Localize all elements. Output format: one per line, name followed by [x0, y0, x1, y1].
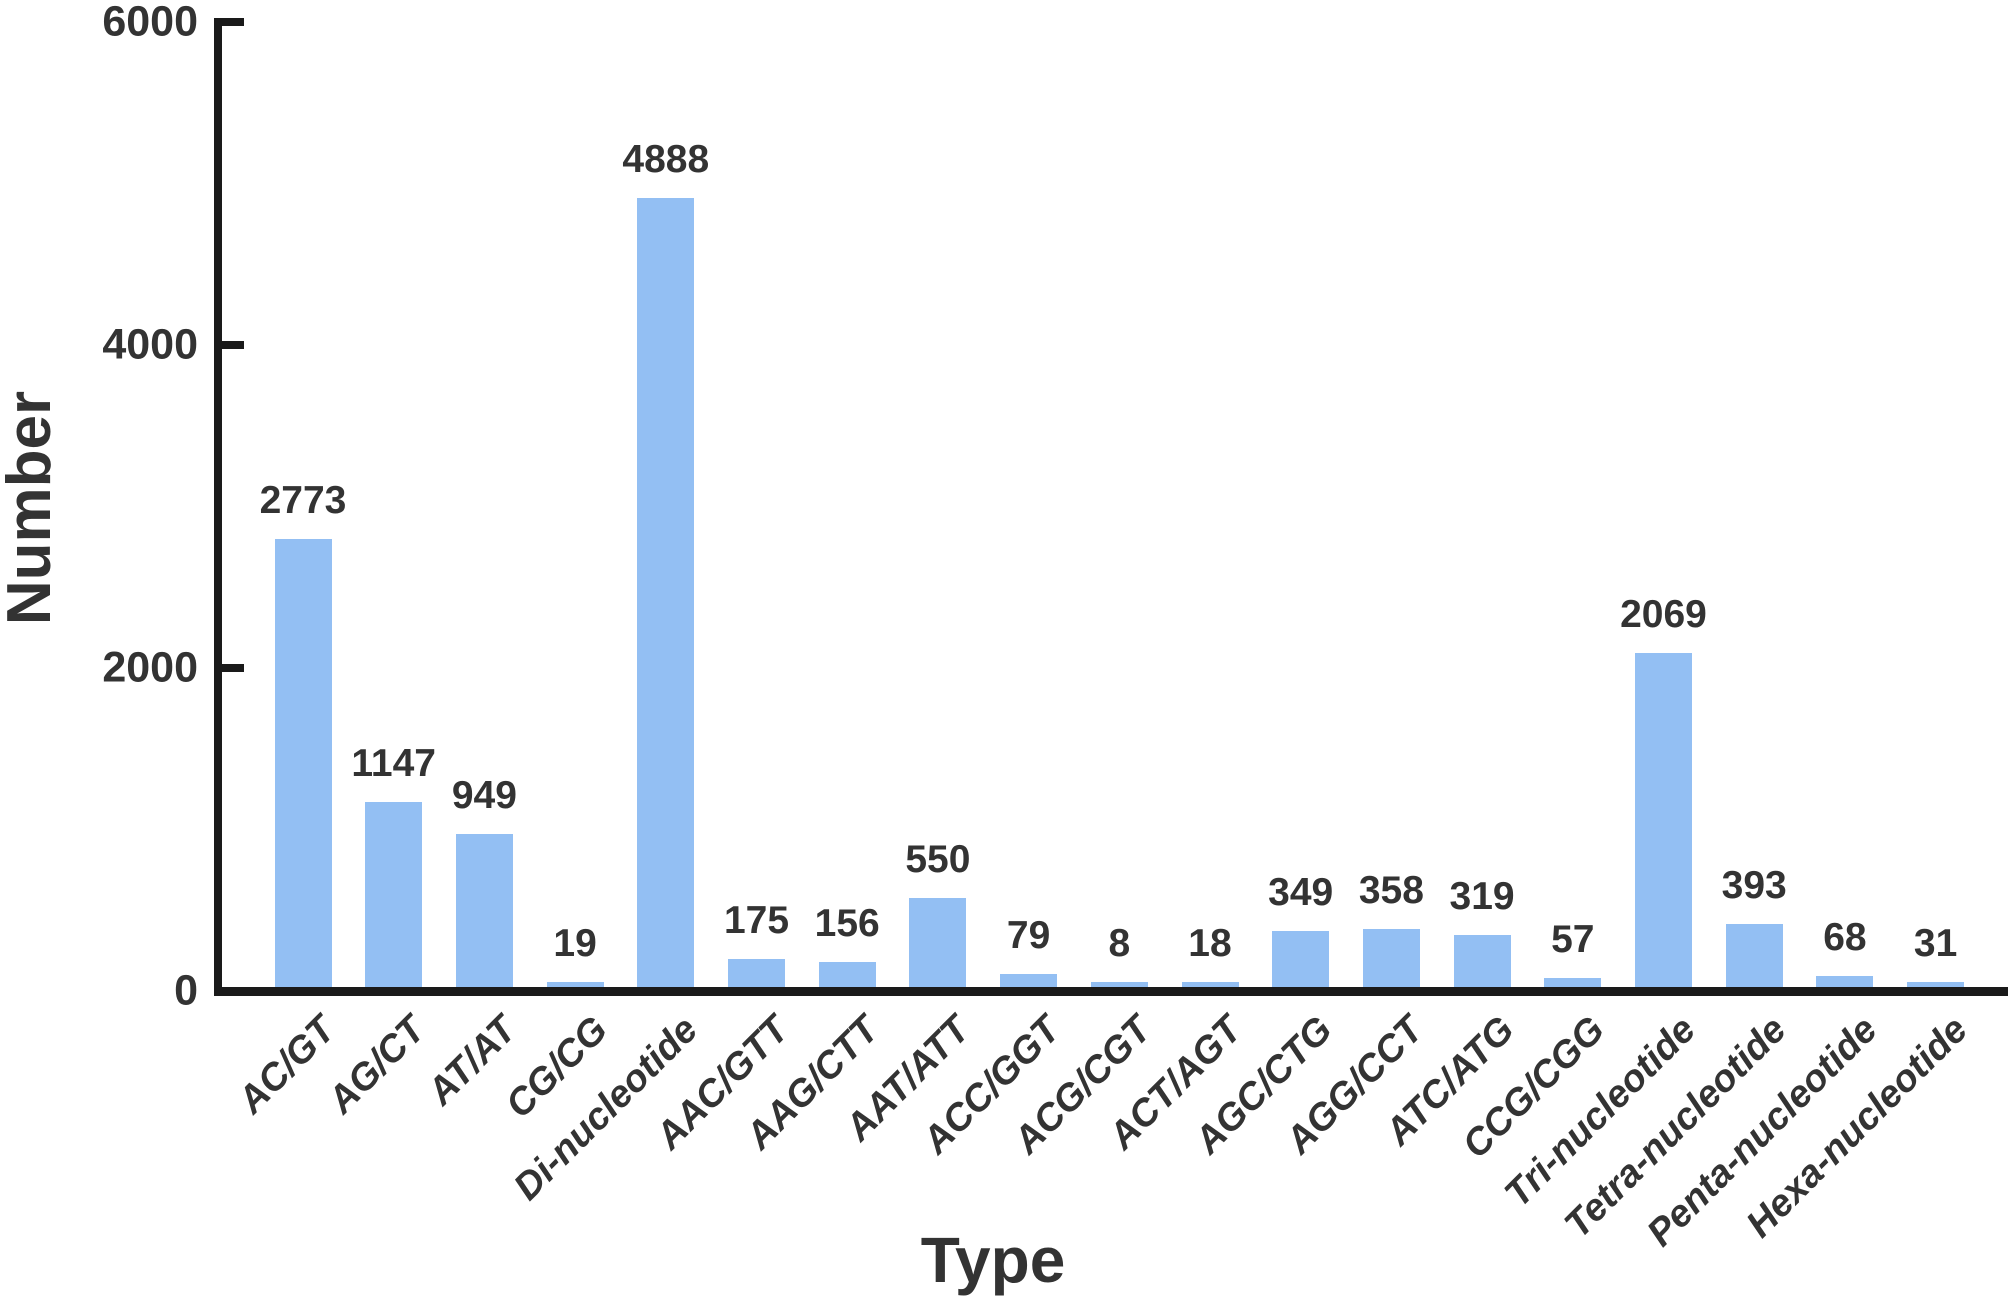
x-tick-label: AC/GT [229, 1008, 344, 1122]
bar-value-label: 349 [1268, 871, 1334, 914]
bar-value-label: 175 [723, 899, 790, 942]
bar-value-label: 358 [1358, 869, 1424, 912]
bar [1635, 653, 1692, 987]
y-tick-label: 0 [174, 966, 198, 1015]
bar-value-label: 18 [1188, 922, 1232, 965]
bar-value-label: 2069 [1620, 593, 1707, 636]
bar [1362, 929, 1420, 987]
bar [909, 898, 967, 987]
x-axis-title: Type [920, 1224, 1066, 1296]
bar [818, 962, 876, 987]
y-axis-spine [214, 18, 222, 996]
y-tick-mark [222, 664, 244, 672]
bar [1544, 978, 1602, 987]
bar-value-label: 57 [1551, 918, 1595, 961]
bar [274, 539, 332, 987]
bar [1090, 982, 1148, 987]
bar [1181, 982, 1239, 987]
bar-value-label: 393 [1721, 864, 1787, 907]
bar-value-label: 1147 [351, 742, 436, 785]
bar-value-label: 19 [553, 922, 597, 965]
bar-value-label: 2773 [259, 479, 347, 522]
bar [637, 198, 695, 987]
x-tick-label: AG/CT [320, 1008, 434, 1122]
y-axis-title: Number [0, 390, 64, 626]
bar-value-label: 68 [1823, 916, 1867, 959]
bar-value-label: 949 [451, 774, 517, 817]
bar [1816, 976, 1874, 987]
bar-value-label: 79 [1006, 914, 1051, 957]
bar [365, 802, 423, 987]
bar [1272, 931, 1330, 987]
bar [1000, 974, 1058, 987]
x-axis-spine [214, 987, 2008, 996]
y-tick-label: 6000 [102, 0, 198, 46]
bar-value-label: 319 [1449, 875, 1515, 918]
bar [546, 982, 604, 987]
bar-value-label: 8 [1108, 922, 1131, 965]
y-tick-mark [222, 18, 244, 26]
y-tick-label: 4000 [102, 320, 198, 369]
bar [1725, 924, 1783, 987]
bar [1907, 982, 1965, 987]
bar [455, 834, 513, 987]
bar [728, 959, 785, 987]
bar-value-label: 550 [905, 838, 971, 881]
bar [1453, 935, 1511, 987]
y-tick-label: 2000 [102, 643, 198, 692]
y-tick-mark [222, 341, 244, 349]
bar-value-label: 31 [1913, 922, 1958, 965]
bar-value-label: 4888 [622, 138, 710, 181]
bar-value-label: 156 [814, 902, 880, 945]
